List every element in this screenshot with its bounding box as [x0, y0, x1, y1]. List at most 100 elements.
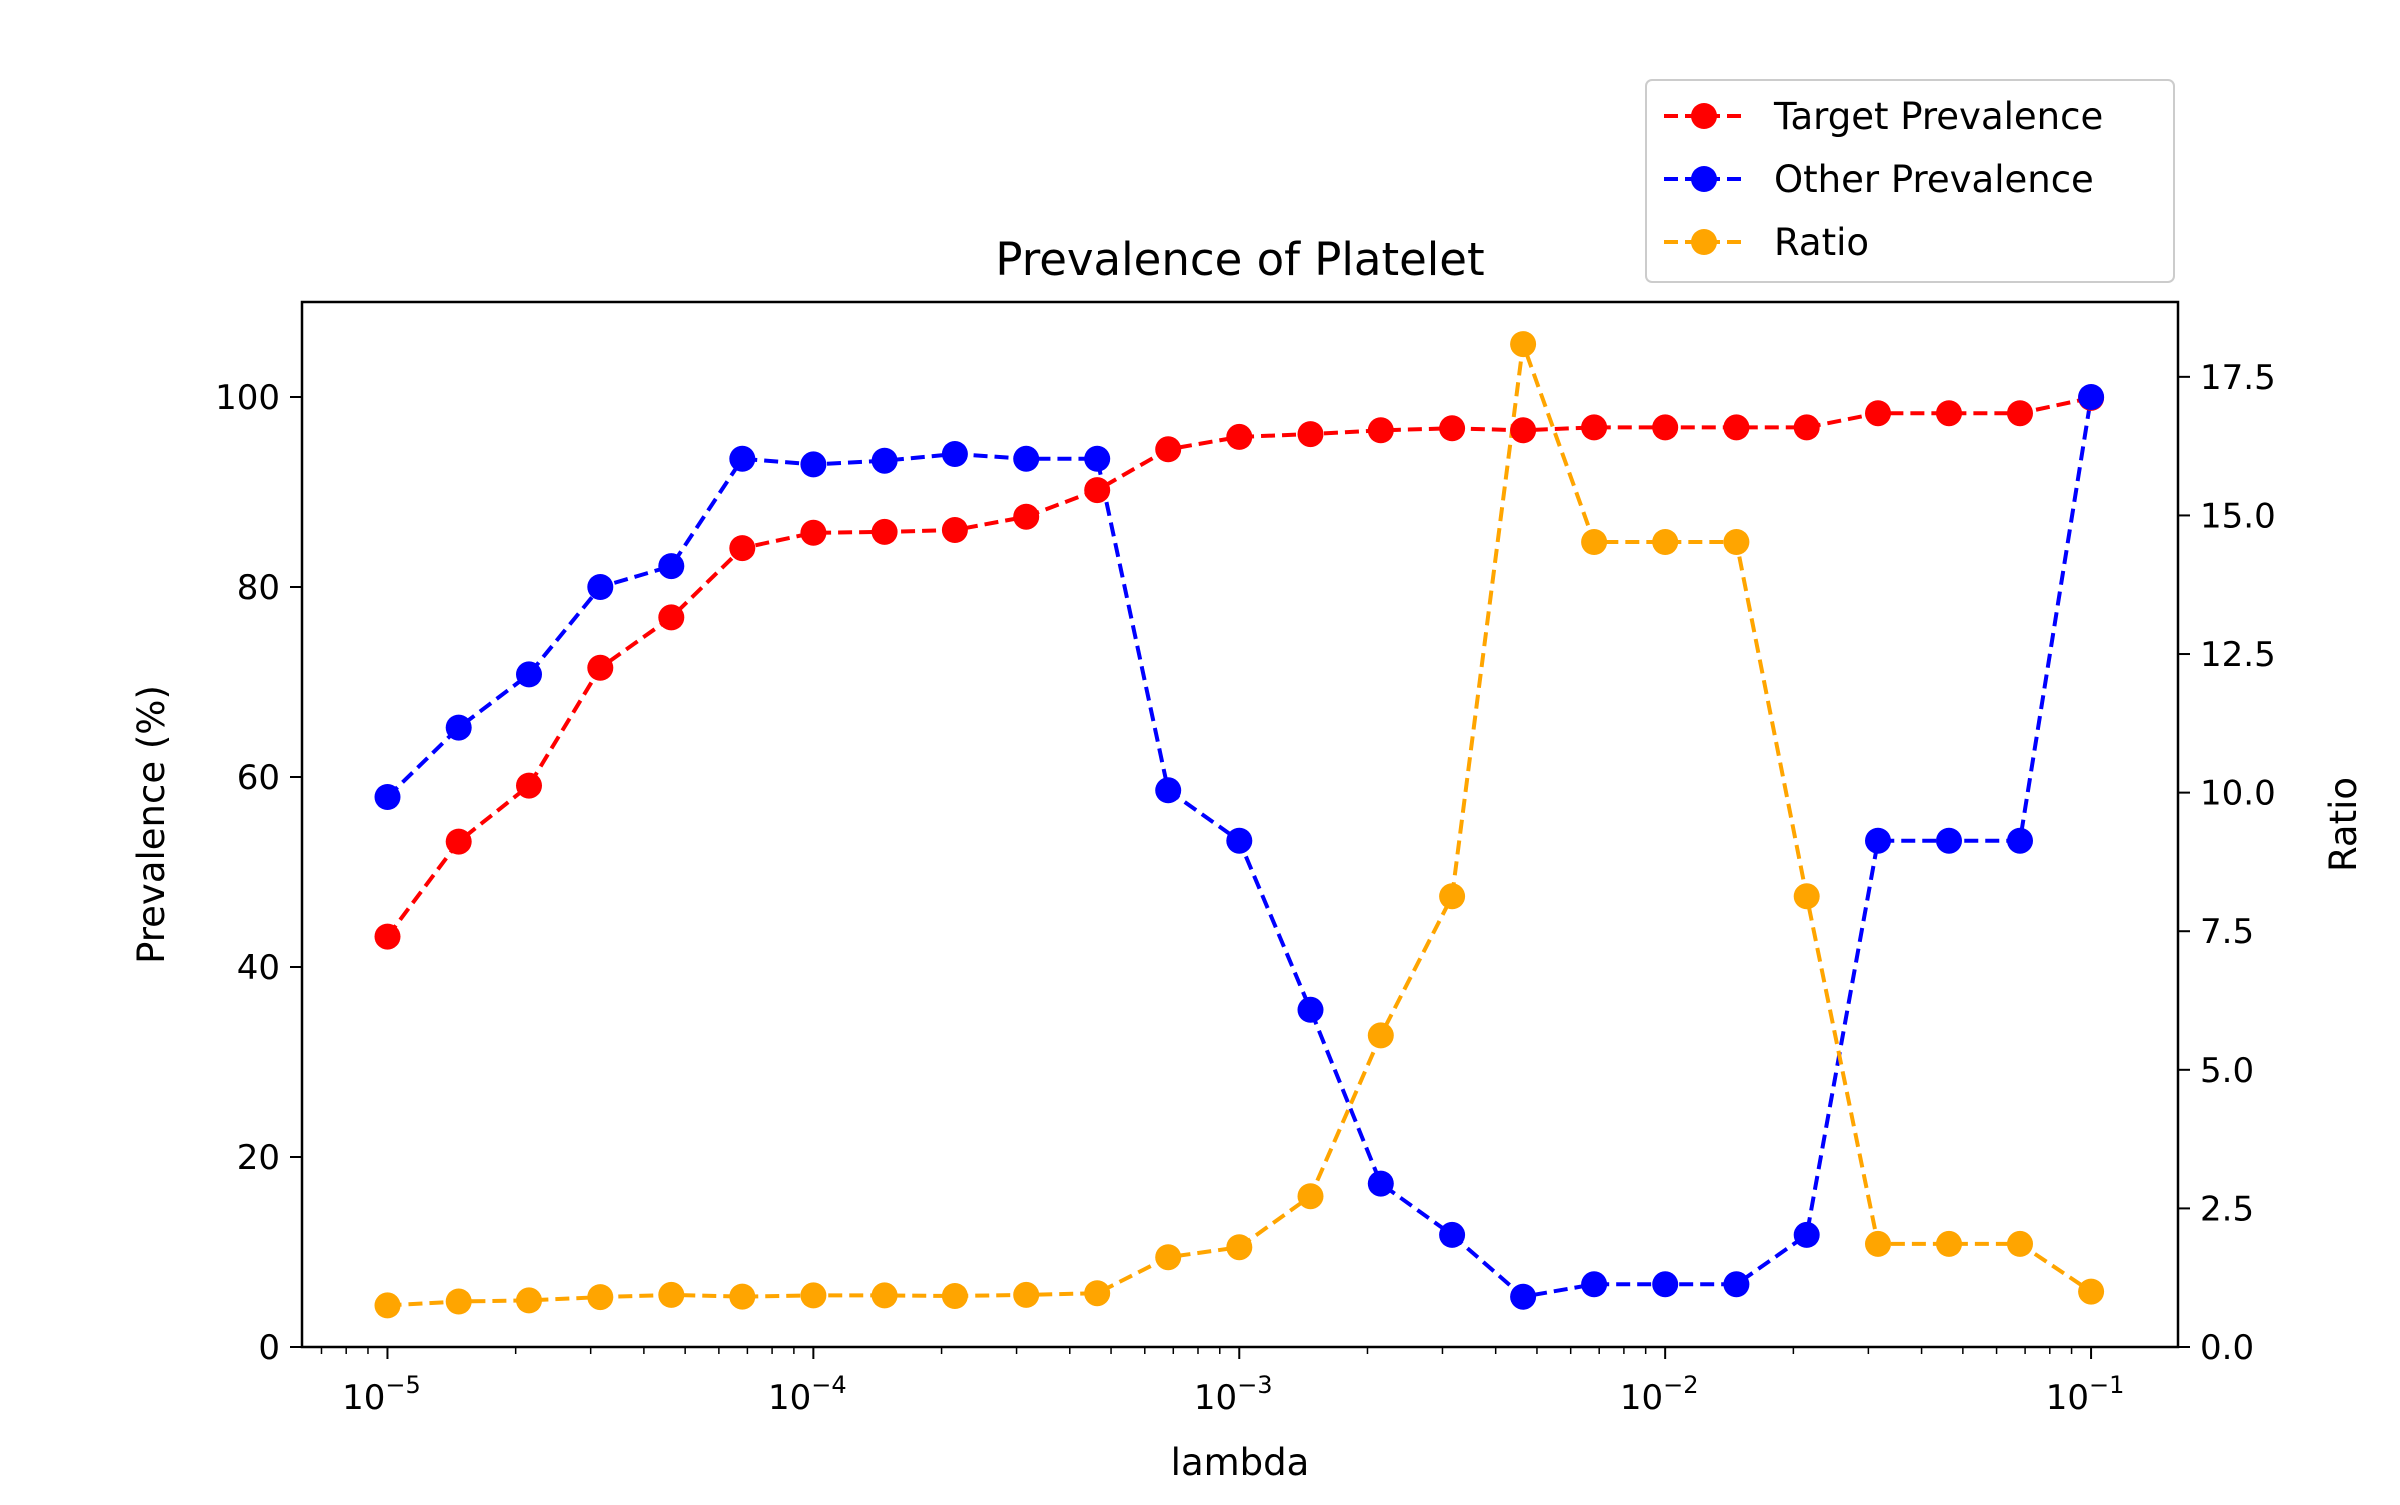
data-point-0 — [587, 654, 614, 681]
data-point-0 — [1865, 400, 1891, 427]
data-point-0 — [445, 828, 472, 855]
data-point-1 — [800, 451, 827, 478]
data-point-1 — [1652, 1271, 1679, 1298]
data-point-2 — [800, 1282, 827, 1309]
x-axis-label: lambda — [1171, 1441, 1310, 1484]
plot-frame — [300, 300, 2180, 1349]
data-point-2 — [2078, 1278, 2105, 1305]
data-point-1 — [1013, 445, 1040, 472]
y2-tick-label: 0.0 — [2200, 1328, 2254, 1368]
plot-markers — [374, 331, 2105, 1319]
data-point-0 — [1936, 400, 1962, 427]
data-point-2 — [1936, 1230, 1962, 1257]
data-point-0 — [1581, 414, 1608, 441]
y-tick-label: 20 — [237, 1138, 280, 1178]
data-point-2 — [374, 1292, 401, 1319]
y2-tick-label: 2.5 — [2200, 1189, 2254, 1229]
data-point-2 — [516, 1287, 542, 1314]
chart-title: Prevalence of Platelet — [995, 233, 1484, 286]
data-point-0 — [800, 519, 827, 546]
data-point-0 — [2007, 400, 2033, 427]
x-tick-label: 10−3 — [1194, 1371, 1273, 1418]
data-point-2 — [1723, 529, 1750, 555]
data-point-2 — [1297, 1183, 1324, 1210]
data-point-1 — [2007, 827, 2033, 854]
y-tick-label: 60 — [237, 758, 280, 798]
data-point-0 — [374, 923, 401, 950]
data-point-1 — [1723, 1271, 1750, 1298]
y2-tick-label: 15.0 — [2200, 496, 2276, 536]
data-point-0 — [1013, 503, 1040, 530]
y2-tick-label: 7.5 — [2200, 912, 2254, 952]
data-point-1 — [1865, 827, 1891, 854]
data-point-0 — [516, 772, 542, 799]
y2-tick-label: 12.5 — [2200, 635, 2276, 675]
data-point-1 — [658, 553, 685, 580]
data-point-1 — [1367, 1170, 1394, 1197]
data-point-2 — [1013, 1281, 1040, 1308]
x-tick-label: 10−1 — [2046, 1371, 2125, 1418]
data-point-2 — [941, 1283, 968, 1309]
data-point-0 — [1652, 414, 1679, 441]
data-point-1 — [1936, 827, 1962, 854]
series-line-0 — [385, 395, 2092, 938]
legend: Target Prevalence Other Prevalence Ratio — [1645, 79, 2175, 283]
data-point-0 — [1297, 421, 1324, 448]
data-point-1 — [1084, 445, 1111, 472]
data-point-1 — [729, 445, 756, 472]
data-point-1 — [1439, 1221, 1466, 1248]
legend-box — [1645, 79, 2175, 283]
data-point-0 — [1155, 436, 1182, 463]
y2-tick-label: 5.0 — [2200, 1051, 2254, 1091]
data-point-0 — [729, 535, 756, 562]
data-point-0 — [1723, 414, 1750, 441]
data-point-1 — [941, 441, 968, 467]
x-tick-label: 10−5 — [342, 1371, 421, 1418]
data-point-2 — [1439, 883, 1466, 910]
x-axis: 10−5 10−4 10−3 10−2 10−1 — [320, 1347, 2125, 1418]
y2-tick-label: 17.5 — [2200, 358, 2276, 398]
data-point-2 — [1865, 1230, 1891, 1257]
data-point-0 — [941, 517, 968, 543]
data-point-2 — [1581, 529, 1608, 555]
data-point-2 — [445, 1288, 472, 1315]
data-point-0 — [658, 604, 685, 631]
data-point-1 — [2078, 384, 2105, 410]
data-point-2 — [871, 1282, 898, 1309]
data-point-2 — [1155, 1244, 1182, 1271]
data-point-1 — [1226, 827, 1253, 854]
y-tick-label: 0 — [258, 1328, 280, 1368]
x-tick-label: 10−4 — [768, 1371, 847, 1418]
data-point-2 — [1226, 1234, 1253, 1261]
y-tick-label: 80 — [237, 568, 280, 608]
data-point-2 — [1793, 883, 1820, 910]
data-point-0 — [1367, 417, 1394, 444]
y2-axis-label: Ratio — [2322, 777, 2365, 872]
data-point-2 — [1367, 1022, 1394, 1049]
data-point-0 — [1793, 414, 1820, 441]
data-point-0 — [871, 518, 898, 545]
y-tick-label: 100 — [215, 378, 280, 418]
y-axis-right: 0.0 2.5 5.0 7.5 10.0 12.5 15.0 17.5 — [2178, 358, 2276, 1368]
data-point-1 — [1581, 1271, 1608, 1298]
data-point-2 — [729, 1283, 756, 1310]
x-tick-label: 10−2 — [1620, 1371, 1699, 1418]
data-point-1 — [1793, 1221, 1820, 1248]
y-axis-label: Prevalence (%) — [130, 685, 173, 964]
data-point-1 — [871, 447, 898, 474]
legend-label-0: Target Prevalence — [1773, 95, 2103, 138]
series-line-2 — [387, 343, 2093, 1308]
legend-marker-1 — [1691, 166, 1717, 192]
y-tick-label: 40 — [237, 948, 280, 988]
data-point-2 — [1084, 1280, 1111, 1307]
data-point-1 — [374, 784, 401, 810]
data-point-2 — [1510, 331, 1537, 358]
legend-label-1: Other Prevalence — [1774, 158, 2094, 201]
data-point-1 — [1510, 1283, 1537, 1310]
data-point-1 — [1155, 777, 1182, 804]
data-point-0 — [1439, 415, 1466, 442]
data-point-0 — [1510, 417, 1537, 444]
data-point-1 — [516, 661, 542, 688]
